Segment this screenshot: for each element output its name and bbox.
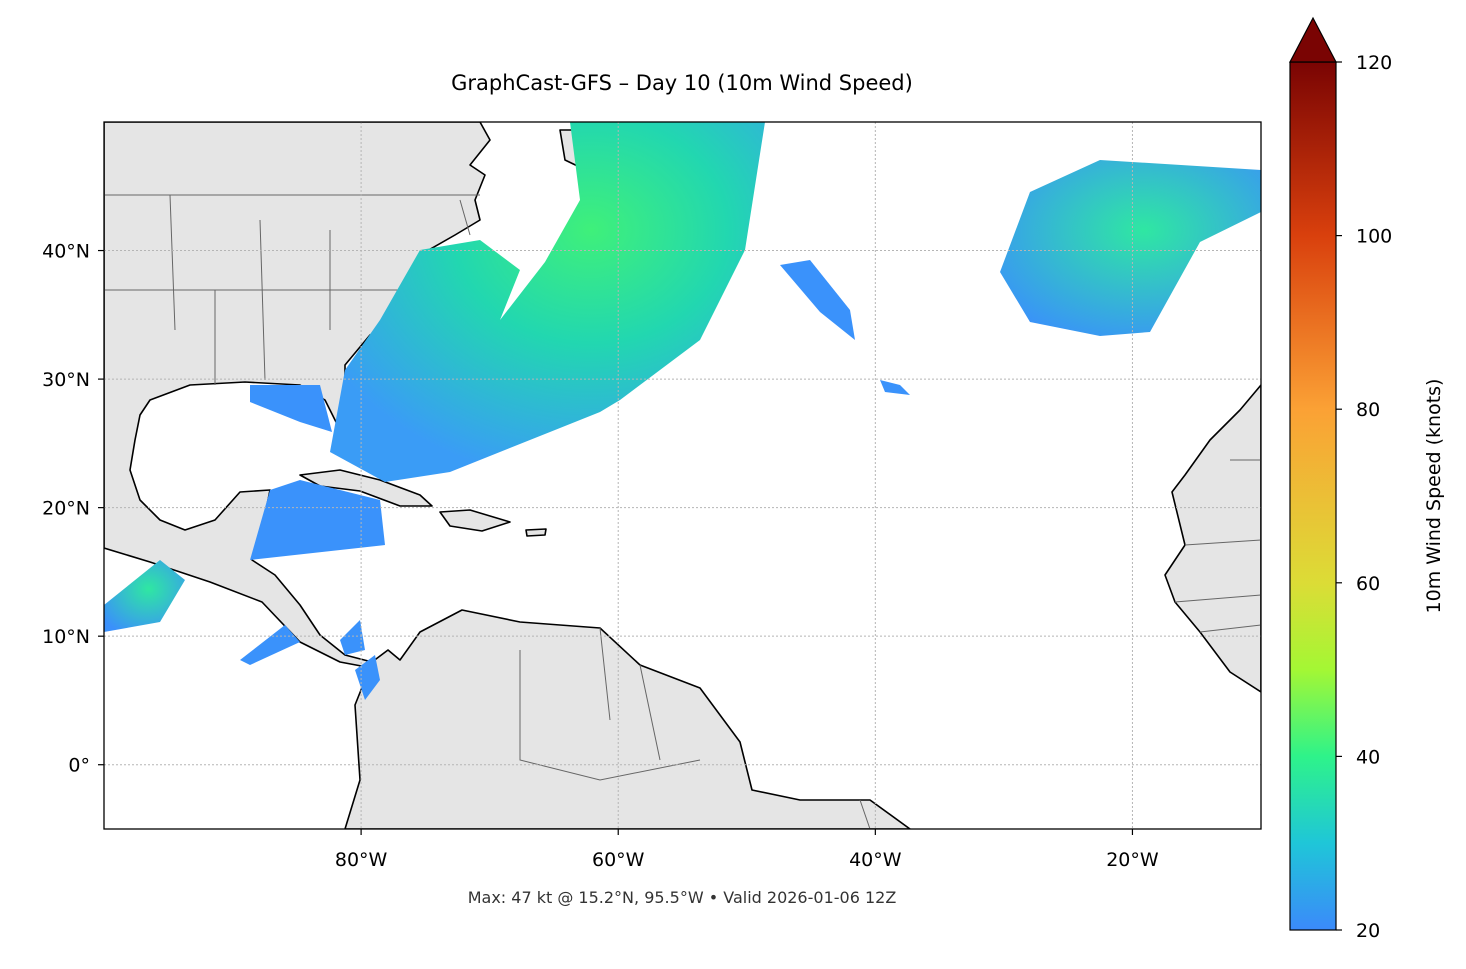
- wind-field: [1000, 160, 1261, 336]
- wind-field: [250, 385, 332, 432]
- y-tick-label: 20°N: [42, 498, 90, 520]
- colorbar: [1289, 61, 1337, 931]
- colorbar-tick-label: 60: [1356, 573, 1380, 595]
- x-tick-label: 20°W: [1106, 849, 1159, 871]
- colorbar-label: 10m Wind Speed (knots): [1423, 379, 1445, 614]
- colorbar-extend: [1289, 16, 1337, 63]
- x-tick-label: 60°W: [592, 849, 645, 871]
- cuba: [299, 469, 433, 507]
- colorbar-tick-label: 120: [1356, 52, 1392, 74]
- gridlines: [104, 122, 1261, 829]
- puerto-rico: [525, 528, 547, 537]
- wind-field: [780, 260, 855, 340]
- x-tick-label: 80°W: [335, 849, 388, 871]
- map-frame: [103, 121, 1262, 830]
- title: GraphCast-GFS – Day 10 (10m Wind Speed): [451, 71, 913, 95]
- wind-field: [104, 560, 185, 632]
- y-tick-label: 40°N: [42, 241, 90, 263]
- footer: Max: 47 kt @ 15.2°N, 95.5°W • Valid 2026…: [468, 888, 897, 907]
- map: [104, 122, 1261, 829]
- africa: [1164, 384, 1261, 693]
- colorbar-tick-label: 20: [1356, 920, 1380, 942]
- y-tick-label: 0°: [68, 755, 90, 777]
- colorbar-tick-label: 80: [1356, 399, 1380, 421]
- x-tick-label: 40°W: [849, 849, 902, 871]
- borders: [104, 194, 1261, 829]
- colorbar-tick-label: 40: [1356, 746, 1380, 768]
- hispaniola: [439, 509, 511, 532]
- y-tick-label: 10°N: [42, 626, 90, 648]
- wind-fields: [104, 122, 1261, 700]
- y-tick-label: 30°N: [42, 369, 90, 391]
- wind-field: [240, 625, 300, 665]
- colorbar-tick-label: 100: [1356, 226, 1392, 248]
- wind-field: [330, 122, 765, 482]
- wind-field: [250, 480, 385, 560]
